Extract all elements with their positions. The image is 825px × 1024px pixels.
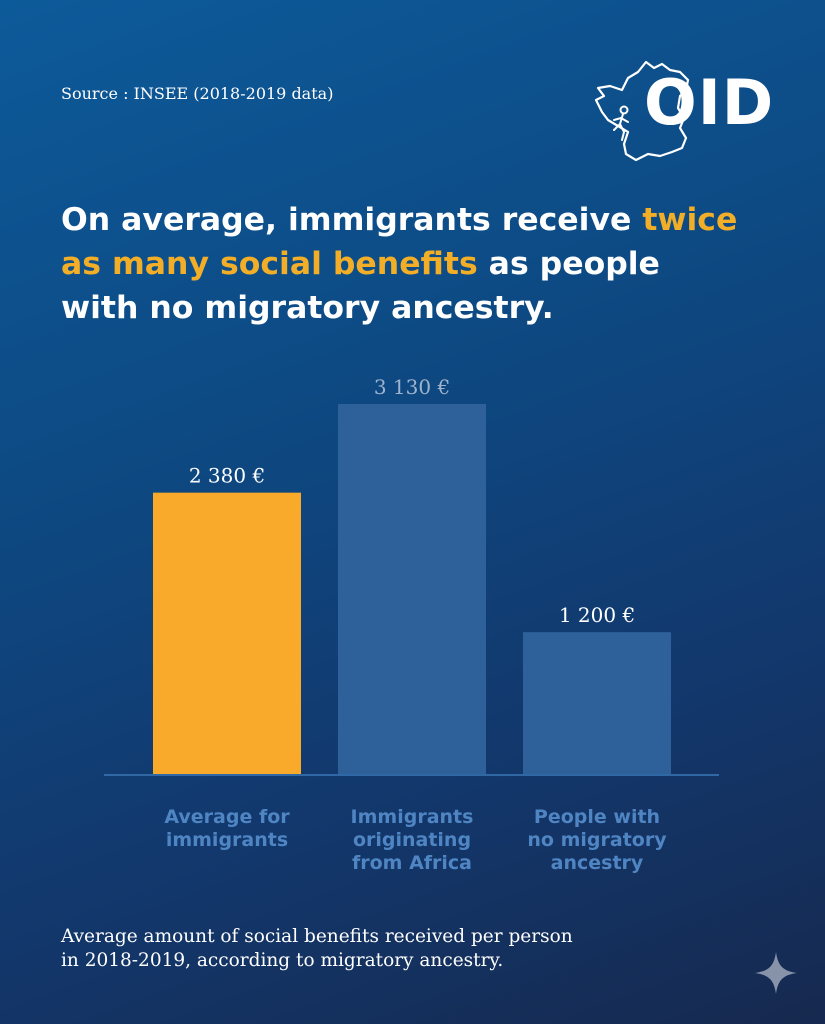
sparkle-icon	[755, 952, 797, 994]
france-map-icon	[594, 60, 690, 162]
value-label: 1 200 €	[559, 603, 635, 627]
value-label: 3 130 €	[374, 375, 450, 399]
chart-caption: Average amount of social benefits receiv…	[61, 926, 573, 971]
source-note: Source : INSEE (2018-2019 data)	[61, 84, 334, 103]
headline: On average, immigrants receive twice as …	[61, 198, 741, 330]
headline-part2: as people with no migratory ancestry.	[61, 246, 660, 326]
headline-part1: On average, immigrants receive	[61, 202, 643, 238]
bar	[338, 404, 486, 774]
oid-logo: OID	[588, 56, 778, 166]
bar	[523, 632, 671, 774]
bar	[153, 492, 301, 774]
headline-highlight: twice as many social benefits	[61, 202, 738, 282]
value-label: 2 380 €	[189, 464, 265, 488]
category-label: Immigrants originating from Africa	[350, 806, 474, 874]
category-label: People with no migratory ancestry	[527, 806, 667, 874]
logo-text: OID	[644, 66, 775, 139]
category-label: Average for immigrants	[164, 806, 290, 851]
